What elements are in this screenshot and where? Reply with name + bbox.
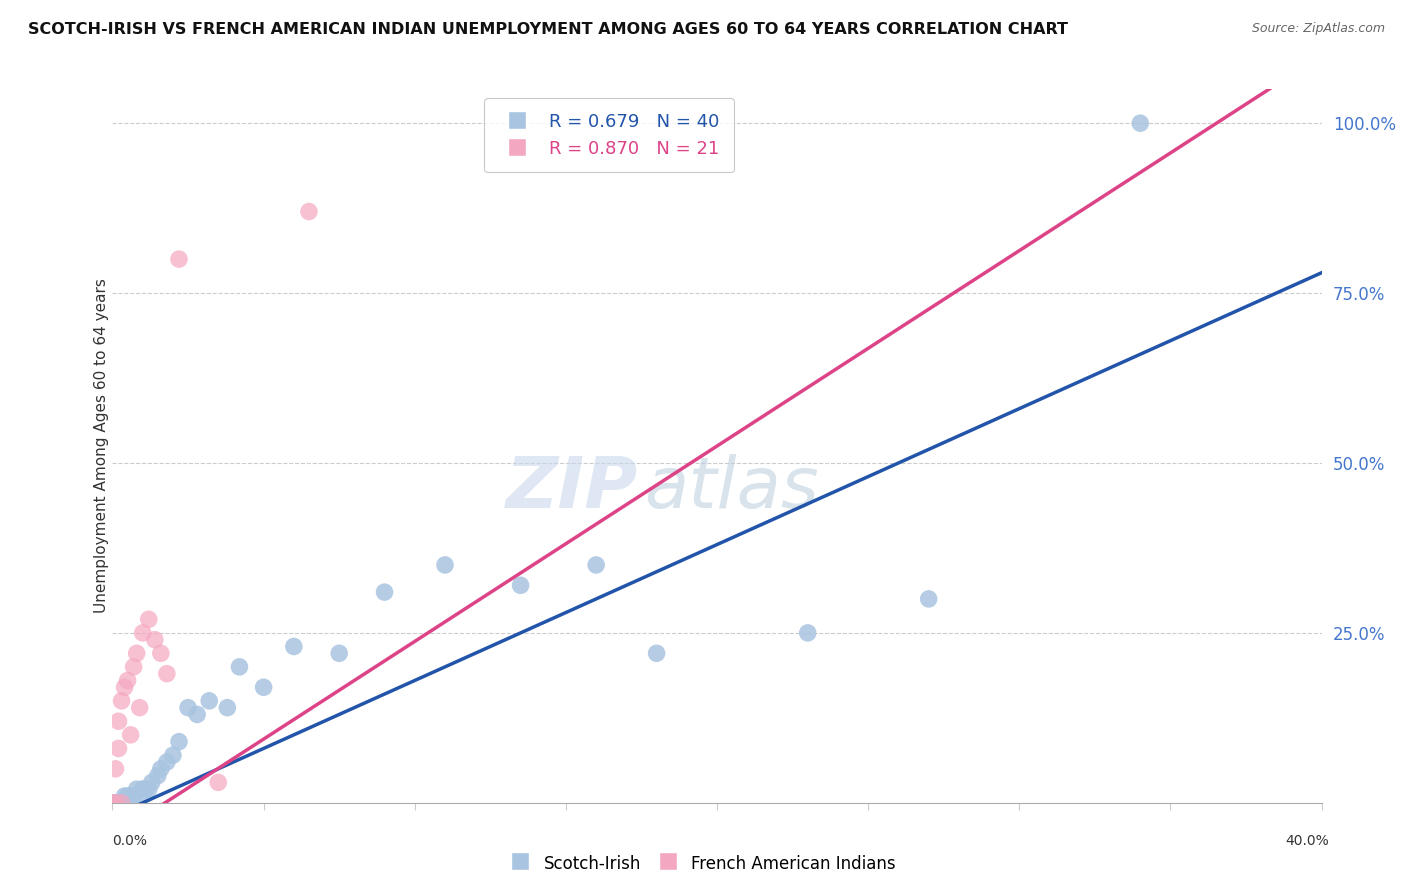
- Point: [1129, 116, 1152, 130]
- Point: [433, 558, 456, 572]
- Point: [122, 660, 145, 674]
- Point: [167, 734, 190, 748]
- Point: [149, 762, 172, 776]
- Point: [110, 796, 132, 810]
- Point: [207, 775, 229, 789]
- Point: [186, 707, 208, 722]
- Point: [253, 680, 276, 694]
- Point: [146, 769, 169, 783]
- Point: [156, 666, 179, 681]
- Point: [162, 748, 184, 763]
- Text: 0.0%: 0.0%: [112, 834, 148, 848]
- Point: [120, 789, 142, 803]
- Text: ZIP: ZIP: [506, 454, 638, 524]
- Point: [167, 252, 190, 266]
- Point: [143, 632, 166, 647]
- Point: [128, 700, 150, 714]
- Text: SCOTCH-IRISH VS FRENCH AMERICAN INDIAN UNEMPLOYMENT AMONG AGES 60 TO 64 YEARS CO: SCOTCH-IRISH VS FRENCH AMERICAN INDIAN U…: [28, 22, 1069, 37]
- Point: [796, 626, 818, 640]
- Point: [918, 591, 941, 606]
- Point: [107, 714, 129, 729]
- Point: [645, 646, 668, 660]
- Legend: R = 0.679   N = 40, R = 0.870   N = 21: R = 0.679 N = 40, R = 0.870 N = 21: [484, 98, 734, 172]
- Point: [114, 680, 136, 694]
- Text: 40.0%: 40.0%: [1285, 834, 1329, 848]
- Point: [198, 694, 221, 708]
- Point: [114, 789, 136, 803]
- Y-axis label: Unemployment Among Ages 60 to 64 years: Unemployment Among Ages 60 to 64 years: [94, 278, 108, 614]
- Point: [107, 741, 129, 756]
- Point: [110, 796, 132, 810]
- Point: [228, 660, 250, 674]
- Point: [132, 626, 155, 640]
- Point: [104, 762, 127, 776]
- Text: Source: ZipAtlas.com: Source: ZipAtlas.com: [1251, 22, 1385, 36]
- Point: [374, 585, 396, 599]
- Point: [114, 796, 136, 810]
- Point: [138, 782, 160, 797]
- Point: [298, 204, 321, 219]
- Point: [101, 796, 124, 810]
- Point: [132, 782, 155, 797]
- Point: [509, 578, 531, 592]
- Point: [283, 640, 305, 654]
- Point: [110, 694, 132, 708]
- Text: atlas: atlas: [644, 454, 820, 524]
- Point: [217, 700, 239, 714]
- Point: [101, 796, 124, 810]
- Point: [107, 796, 129, 810]
- Legend: Scotch-Irish, French American Indians: Scotch-Irish, French American Indians: [503, 847, 903, 880]
- Point: [132, 782, 155, 797]
- Point: [138, 612, 160, 626]
- Point: [110, 796, 132, 810]
- Point: [120, 728, 142, 742]
- Point: [328, 646, 350, 660]
- Point: [104, 796, 127, 810]
- Point: [107, 796, 129, 810]
- Point: [125, 646, 148, 660]
- Point: [117, 673, 139, 688]
- Point: [149, 646, 172, 660]
- Point: [141, 775, 163, 789]
- Point: [104, 796, 127, 810]
- Point: [122, 789, 145, 803]
- Point: [117, 796, 139, 810]
- Point: [135, 782, 157, 797]
- Point: [156, 755, 179, 769]
- Point: [125, 782, 148, 797]
- Point: [177, 700, 200, 714]
- Point: [117, 789, 139, 803]
- Point: [585, 558, 607, 572]
- Point: [128, 789, 150, 803]
